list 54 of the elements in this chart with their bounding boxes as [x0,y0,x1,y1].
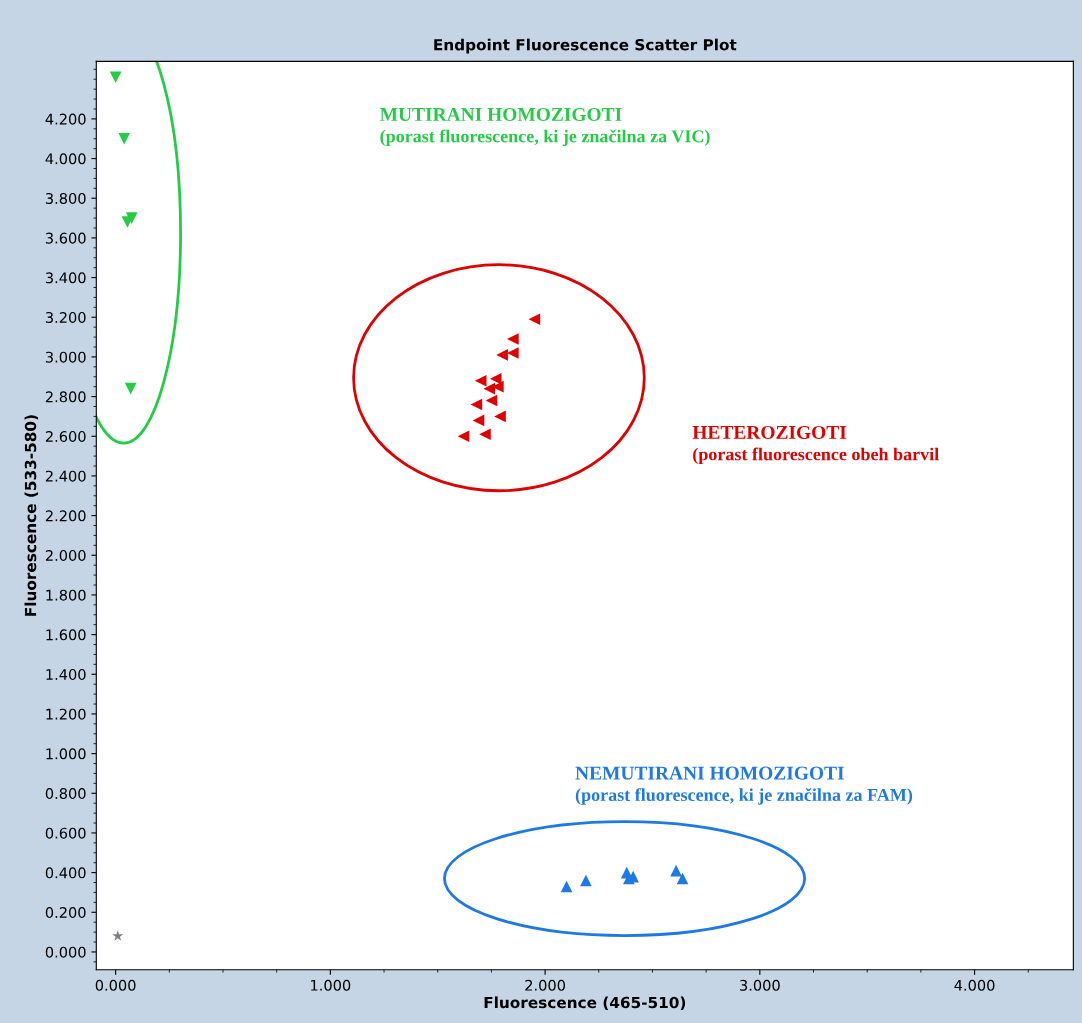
x-tick-label: 1.000 [311,979,351,991]
y-tick-label: 2.000 [45,549,86,562]
y-tick-label: 2.600 [45,430,86,442]
y-tick-label: 1.800 [46,589,86,601]
y-tick-label: 3.600 [45,232,86,244]
point [472,414,485,427]
x-tick-label: 2.000 [525,979,565,991]
x-tick-label: 3.000 [740,979,780,991]
point [118,132,131,145]
point [109,71,122,84]
x-tick-label: 0.000 [95,979,136,991]
y-tick-label: 1.200 [46,708,86,720]
y-tick-label: 0.600 [45,827,86,839]
annotation: MUTIRANI HOMOZIGOTI (porast fluorescence, ki je značilna za VIC) [379,107,710,147]
y-tick-label: 3.800 [45,192,86,204]
point [457,430,470,443]
point [479,428,491,441]
y-tick-label: 1.600 [46,629,86,641]
y-tick-label: 0.200 [45,907,86,919]
point [470,398,483,411]
y-tick-label: 0.400 [45,867,86,879]
chart-title: Endpoint Fluorescence Scatter Plot [434,38,737,54]
y-tick-label: 3.200 [45,311,86,323]
y-tick-label: 2.400 [45,470,86,482]
annotation: HETEROZIGOTI (porast fluorescence obeh barvil [692,425,939,465]
point [474,374,487,387]
point [125,212,138,224]
x-tick-label: 4.000 [954,979,995,991]
point [528,313,541,326]
point [676,872,689,885]
y-tick-label: 3.000 [45,351,86,363]
y-tick-label: 1.400 [46,668,86,681]
x-axis-title: Fluorescence (465-510) [484,996,686,1011]
annotation: NEMUTIRANI HOMOZIGOTI (porast fluorescence, ki je značilna za FAM) [575,766,913,805]
point [489,372,502,385]
point [507,333,519,345]
point [494,410,506,423]
y-tick-label: 0.800 [45,787,86,800]
point [124,382,137,395]
point [507,347,519,359]
y-tick-label: 2.200 [45,510,86,522]
y-tick-label: 4.000 [45,153,86,165]
point [580,874,592,887]
point [483,382,496,395]
point [112,930,124,941]
y-tick-label: 3.400 [45,272,86,284]
point [560,880,573,893]
y-axis-title: Fluorescence (533-580) [24,415,39,616]
y-tick-label: 2.800 [45,391,86,403]
y-tick-label: 0.000 [45,946,86,958]
point [485,394,498,407]
point [496,349,508,361]
y-tick-label: 1.000 [46,748,86,760]
y-tick-label: 4.200 [45,113,86,125]
